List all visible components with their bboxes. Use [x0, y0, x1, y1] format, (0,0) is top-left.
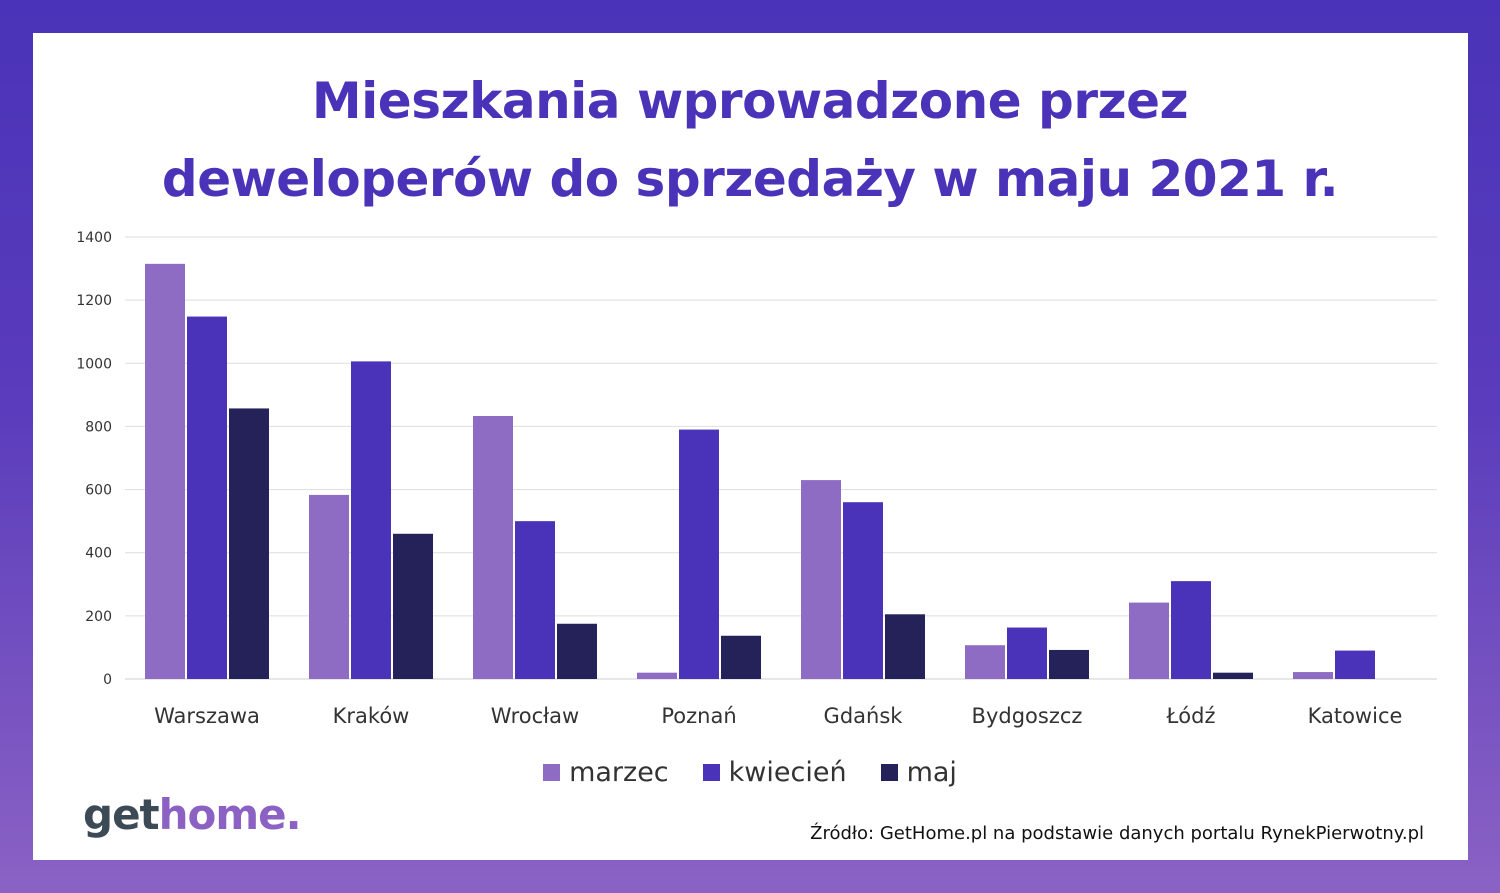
bar-kwiecień [843, 502, 883, 679]
bar-maj [1049, 649, 1089, 679]
legend-swatch [702, 764, 720, 781]
bar-marzec [1293, 672, 1333, 679]
x-category-label: Wrocław [491, 704, 579, 728]
logo-get: get [83, 790, 160, 839]
y-tick-label: 800 [85, 419, 112, 435]
legend-swatch [543, 764, 561, 781]
bar-maj [229, 408, 269, 679]
legend-swatch [880, 764, 898, 781]
bar-kwiecień [679, 429, 719, 679]
x-category-label: Łódź [1165, 704, 1215, 728]
y-tick-label: 0 [103, 672, 112, 688]
legend-item-marzec: marzec [543, 757, 669, 788]
x-category-label: Poznań [661, 704, 736, 728]
x-category-label: Kraków [333, 704, 410, 728]
legend-label: maj [906, 757, 957, 788]
bar-marzec [965, 645, 1005, 679]
x-category-label: Katowice [1308, 704, 1403, 728]
bar-marzec [1129, 602, 1169, 679]
legend-label: marzec [569, 757, 669, 788]
title-line-2: deweloperów do sprzedaży w maju 2021 r. [161, 150, 1339, 208]
y-tick-label: 1200 [76, 293, 112, 309]
bar-kwiecień [187, 316, 227, 679]
x-category-label: Warszawa [154, 704, 260, 728]
title-line-1: Mieszkania wprowadzone przez [311, 72, 1189, 130]
gethome-logo: gethome. [83, 790, 302, 839]
bar-kwiecień [1007, 627, 1047, 679]
y-tick-label: 200 [85, 609, 112, 625]
bar-maj [721, 635, 761, 679]
bar-marzec [145, 263, 185, 679]
chart-card [33, 33, 1468, 860]
bar-maj [885, 614, 925, 679]
bar-marzec [473, 416, 513, 679]
legend-item-kwiecień: kwiecień [702, 757, 847, 788]
bar-kwiecień [351, 361, 391, 679]
x-category-label: Gdańsk [824, 704, 904, 728]
bar-maj [393, 533, 433, 679]
y-tick-label: 600 [85, 483, 112, 499]
bar-maj [557, 623, 597, 679]
bar-kwiecień [1335, 650, 1375, 679]
chart-title: Mieszkania wprowadzone przez deweloperów… [0, 62, 1500, 218]
y-tick-label: 1000 [76, 356, 112, 372]
x-category-label: Bydgoszcz [972, 704, 1083, 728]
bar-marzec [637, 672, 677, 679]
bar-kwiecień [1171, 581, 1211, 679]
source-note: Źródło: GetHome.pl na podstawie danych p… [810, 823, 1424, 844]
bar-marzec [801, 480, 841, 679]
bar-marzec [309, 494, 349, 679]
y-tick-label: 1400 [76, 230, 112, 246]
bar-maj [1213, 672, 1253, 679]
logo-home: home. [158, 790, 302, 839]
legend-label: kwiecień [728, 757, 847, 788]
chart-legend: marzec kwiecień maj [0, 757, 1500, 788]
legend-item-maj: maj [880, 757, 957, 788]
y-tick-label: 400 [85, 546, 112, 562]
bar-kwiecień [515, 521, 555, 679]
